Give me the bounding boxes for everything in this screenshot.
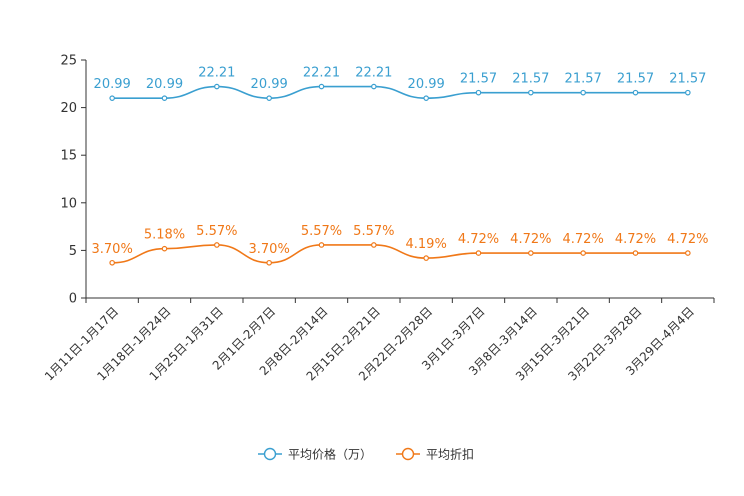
y-tick-label: 10 bbox=[60, 196, 77, 211]
data-point[interactable] bbox=[423, 95, 429, 101]
data-label: 5.18% bbox=[144, 228, 185, 243]
data-point[interactable] bbox=[214, 242, 220, 248]
data-label: 21.57 bbox=[512, 72, 549, 87]
data-labels: 20.99 20.99 22.21 20.99 22.21 22.21 20.99 21.57… bbox=[92, 66, 709, 257]
series-points bbox=[109, 83, 691, 266]
data-label: 21.57 bbox=[617, 72, 654, 87]
data-point[interactable] bbox=[423, 255, 429, 261]
chart-legend[interactable]: 平均价格（万） 平均折扣 bbox=[258, 447, 474, 462]
data-point[interactable] bbox=[161, 245, 168, 252]
data-label: 21.57 bbox=[460, 72, 497, 87]
y-tick-label: 5 bbox=[69, 244, 77, 259]
data-label: 5.57% bbox=[353, 224, 394, 239]
legend-marker bbox=[401, 447, 415, 461]
data-label: 20.99 bbox=[146, 77, 183, 92]
data-label: 22.21 bbox=[303, 66, 340, 81]
data-label: 4.72% bbox=[615, 232, 656, 247]
data-label: 22.21 bbox=[198, 66, 235, 81]
data-point[interactable] bbox=[685, 250, 691, 256]
data-point[interactable] bbox=[266, 95, 272, 101]
data-point[interactable] bbox=[528, 250, 534, 256]
data-point[interactable] bbox=[109, 95, 115, 101]
data-label: 20.99 bbox=[408, 77, 445, 92]
data-point[interactable] bbox=[632, 250, 639, 256]
data-label: 22.21 bbox=[355, 66, 392, 81]
legend-item-1[interactable]: 平均价格（万） bbox=[258, 447, 372, 462]
data-label: 20.99 bbox=[94, 77, 131, 92]
y-tick-label: 20 bbox=[60, 101, 77, 116]
legend-label: 平均折扣 bbox=[426, 447, 474, 462]
data-point[interactable] bbox=[475, 89, 482, 96]
legend-label: 平均价格（万） bbox=[288, 447, 372, 462]
data-label: 3.70% bbox=[249, 242, 290, 257]
data-label: 4.72% bbox=[510, 232, 551, 247]
y-tick-label: 0 bbox=[69, 292, 77, 307]
data-point[interactable] bbox=[475, 250, 482, 256]
data-point[interactable] bbox=[266, 259, 272, 266]
data-point[interactable] bbox=[371, 242, 377, 248]
data-point[interactable] bbox=[214, 83, 220, 90]
data-point[interactable] bbox=[109, 259, 115, 266]
data-label: 4.19% bbox=[406, 237, 447, 252]
data-point[interactable] bbox=[580, 89, 586, 96]
data-point[interactable] bbox=[318, 83, 325, 90]
data-point[interactable] bbox=[528, 89, 534, 96]
series-line-1 bbox=[112, 85, 688, 99]
data-point[interactable] bbox=[632, 89, 639, 96]
data-point[interactable] bbox=[318, 242, 325, 248]
data-point[interactable] bbox=[371, 83, 377, 90]
y-tick-label: 15 bbox=[60, 149, 77, 164]
data-point[interactable] bbox=[685, 89, 691, 96]
data-label: 5.57% bbox=[196, 224, 237, 239]
chart-axes: 05101520251月11日-1月17日1月18日-1月24日1月25日-1月… bbox=[42, 54, 715, 384]
y-tick-label: 25 bbox=[60, 54, 77, 69]
series-line-2 bbox=[112, 244, 688, 264]
data-label: 4.72% bbox=[667, 232, 708, 247]
data-label: 5.57% bbox=[301, 224, 342, 239]
data-point[interactable] bbox=[161, 95, 168, 101]
data-label: 20.99 bbox=[251, 77, 288, 92]
data-label: 3.70% bbox=[92, 242, 133, 257]
legend-marker bbox=[263, 447, 277, 461]
data-label: 21.57 bbox=[669, 72, 706, 87]
data-label: 4.72% bbox=[563, 232, 604, 247]
legend-item-2[interactable]: 平均折扣 bbox=[396, 447, 474, 462]
data-label: 21.57 bbox=[565, 72, 602, 87]
data-label: 4.72% bbox=[458, 232, 499, 247]
data-point[interactable] bbox=[580, 250, 586, 256]
